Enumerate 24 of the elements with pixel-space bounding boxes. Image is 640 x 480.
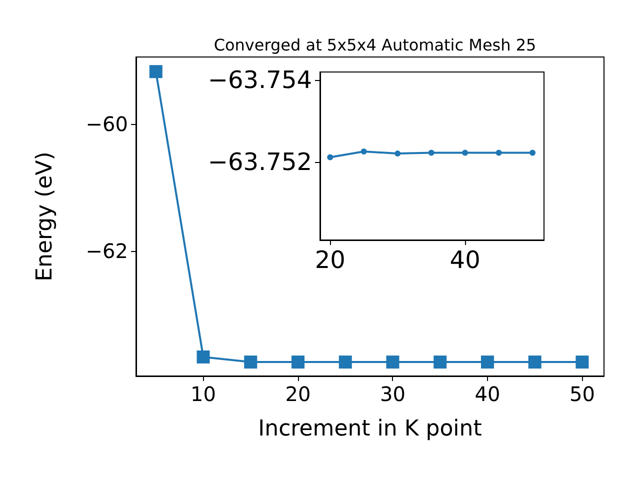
point <box>196 350 210 364</box>
point <box>292 356 304 369</box>
point <box>528 356 542 369</box>
y-tick-label: −60 <box>86 112 128 136</box>
point <box>149 65 162 78</box>
x-tick-label: 20 <box>285 382 311 406</box>
point <box>576 356 589 369</box>
point <box>338 356 352 369</box>
x-tick-label: 40 <box>450 246 480 274</box>
x-tick-label: 10 <box>190 382 216 406</box>
x-tick-label: 40 <box>474 382 500 406</box>
x-tick-label: 50 <box>569 382 595 406</box>
point <box>386 356 400 369</box>
y-axis-title: Energy (eV) <box>32 152 58 282</box>
y-tick-label: −62 <box>86 239 128 264</box>
point <box>434 356 447 369</box>
chart-title: Converged at 5x5x4 Automatic Mesh 25 <box>214 36 536 54</box>
x-tick-label: 30 <box>380 382 406 406</box>
x-axis-title: Increment in K point <box>258 416 482 442</box>
y-tick-label: −63.752 <box>208 148 312 176</box>
point <box>244 356 258 369</box>
x-tick-label: 20 <box>314 246 346 274</box>
y-tick-label: −63.754 <box>208 66 312 94</box>
point <box>480 356 494 369</box>
